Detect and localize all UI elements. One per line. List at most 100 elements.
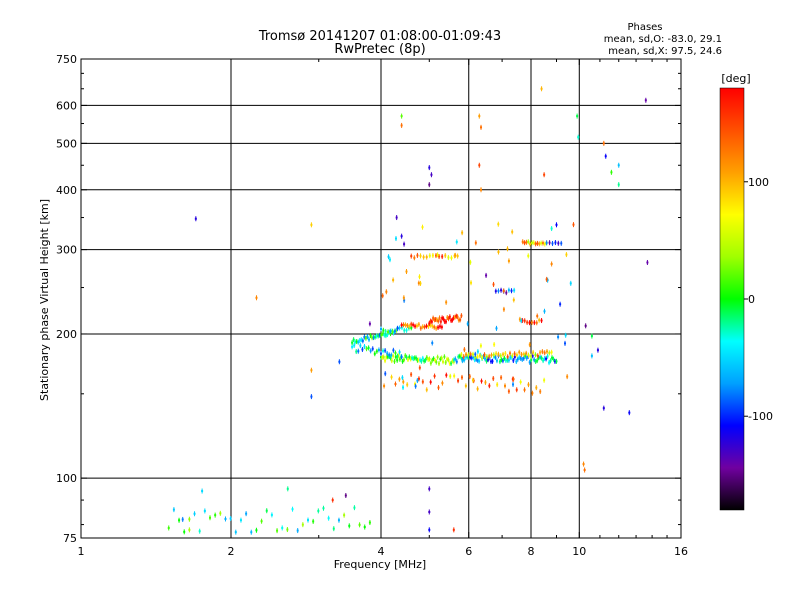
data-point-marker [406,327,408,333]
data-point-marker [204,508,206,514]
data-point-marker [488,383,490,389]
data-point-marker [544,350,546,356]
data-point-marker [527,239,529,245]
data-point-marker [454,252,456,258]
data-point-marker [173,507,175,513]
x-axis: 1 2 4 6 8 10 16 [78,59,688,558]
data-point-marker [415,383,417,389]
data-point-marker [467,321,469,327]
data-point-marker [441,355,443,361]
data-point-marker [388,254,390,260]
data-point-marker [537,353,539,359]
data-point-marker [450,318,452,324]
data-point-marker [214,512,216,518]
data-point-marker [426,254,428,260]
data-point-marker [393,330,395,336]
data-point-marker [427,323,429,329]
data-point-marker [531,320,533,326]
data-point-marker [188,527,190,533]
colorbar-tick-label: 0 [748,293,755,306]
data-point-marker [543,377,545,383]
data-point-marker [474,351,476,357]
phases-o-stats: mean, sd,O: -83.0, 29.1 [604,34,722,45]
data-point-marker [546,349,548,355]
data-point-marker [564,340,566,346]
data-point-marker [422,324,424,330]
data-point-marker [445,319,447,325]
data-point-marker [603,140,605,146]
grid-lines [81,59,681,538]
data-point-marker [363,344,365,350]
data-point-marker [276,528,278,534]
data-point-marker [403,241,405,247]
data-point-marker [380,351,382,357]
data-point-marker [542,358,544,364]
data-point-marker [527,253,529,259]
data-point-marker [435,359,437,365]
data-point-marker [468,354,470,360]
data-point-marker [565,252,567,258]
data-point-marker [441,380,443,386]
data-point-marker [585,323,587,329]
data-point-marker [531,390,533,396]
data-point-marker [433,356,435,362]
data-point-marker [454,314,456,320]
data-point-marker [458,317,460,323]
data-point-marker [529,342,531,348]
data-point-marker [467,352,469,358]
data-point-marker [376,333,378,339]
data-point-marker [410,356,412,362]
data-point-marker [497,351,499,357]
data-point-marker [519,316,521,322]
data-point-marker [512,381,514,387]
data-point-marker [428,486,430,492]
data-point-marker [403,295,405,301]
data-point-marker [520,318,522,324]
data-point-marker [533,320,535,326]
data-point-marker [369,520,371,526]
data-point-marker [447,357,449,363]
data-point-marker [439,323,441,329]
data-point-marker [433,317,435,323]
chart-subtitle: RwPretec (8p) [334,42,425,57]
data-point-marker [224,516,226,522]
data-point-marker [538,241,540,247]
data-point-marker [533,357,535,363]
data-point-marker [385,289,387,295]
data-point-marker [471,355,473,361]
data-point-marker [403,357,405,363]
data-point-marker [430,379,432,385]
data-point-marker [496,382,498,388]
data-point-marker [328,515,330,521]
colorbar-ticks: 100 0 -100 [744,176,773,423]
data-point-marker [525,350,527,356]
data-point-marker [645,97,647,103]
data-point-marker [508,258,510,264]
data-point-marker [423,254,425,260]
data-point-marker [441,315,443,321]
data-point-marker [292,506,294,512]
data-point-marker [500,375,502,381]
data-point-marker [398,376,400,382]
data-point-marker [357,348,359,354]
data-point-marker [503,306,505,312]
data-point-marker [168,525,170,531]
data-point-marker [628,410,630,416]
data-point-marker [271,512,273,518]
data-point-marker [463,347,465,353]
data-point-marker [351,344,353,350]
data-point-marker [312,518,314,524]
data-point-marker [395,354,397,360]
data-point-marker [429,253,431,259]
data-point-marker [618,182,620,188]
data-point-marker [513,376,515,382]
y-tick-label: 500 [56,137,77,150]
data-point-marker [559,301,561,307]
data-point-marker [431,319,433,325]
y-axis-label: Stationary phase Virtual Height [km] [38,199,51,401]
data-point-marker [557,334,559,340]
data-point-marker [509,350,511,356]
data-point-marker [441,254,443,260]
data-point-marker [457,253,459,259]
data-point-marker [372,346,374,352]
